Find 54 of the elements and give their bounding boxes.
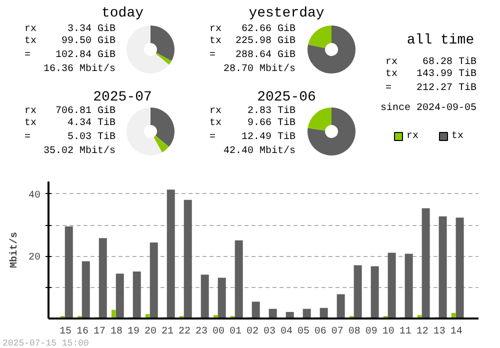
text: 42.40 Mbit/s — [223, 145, 296, 157]
chart-title: today — [101, 6, 144, 22]
text: tx 225.98 GiB — [210, 36, 296, 47]
text: tx 9.66 TiB — [210, 118, 296, 129]
chart-title: yesterday — [248, 6, 324, 22]
text: 16.36 Mbit/s — [43, 63, 116, 75]
text: 28.70 Mbit/s — [223, 63, 296, 75]
x-tick-label: 08 — [348, 326, 360, 338]
text: tx 99.50 GiB — [24, 36, 116, 47]
x-tick-label: 17 — [93, 326, 106, 338]
x-tick-label: 11 — [399, 326, 412, 338]
x-tick-label: 01 — [229, 326, 242, 338]
x-tick-label: 16 — [76, 326, 89, 338]
text: tx 143.99 TiB — [386, 69, 477, 80]
text: all time — [406, 32, 474, 48]
x-tick-label: 10 — [382, 326, 394, 338]
x-tick-label: 20 — [144, 326, 156, 338]
text: = 5.03 TiB — [24, 132, 116, 143]
x-tick-label: 19 — [127, 326, 140, 338]
x-tick-label: 21 — [161, 326, 174, 338]
text: rx 3.34 GiB — [24, 24, 116, 35]
text: tx 4.34 TiB — [24, 118, 116, 129]
text: rx 62.66 GiB — [210, 24, 296, 35]
text: = 102.84 GiB — [24, 50, 116, 61]
x-tick-label: 06 — [314, 326, 326, 338]
x-tick-label: 15 — [59, 326, 72, 338]
x-tick-label: 07 — [331, 326, 344, 338]
x-tick-label: 03 — [263, 326, 276, 338]
x-tick-label: 22 — [178, 326, 190, 338]
chart-title: 2025-07 — [93, 90, 152, 106]
x-tick-label: 02 — [246, 326, 258, 338]
text: since 2024-09-05 — [380, 102, 476, 114]
x-tick-label: 09 — [365, 326, 378, 338]
x-tick-label: 00 — [212, 326, 224, 338]
x-tick-label: 04 — [280, 326, 292, 338]
chart-title: 2025-06 — [257, 90, 316, 106]
legend-label: tx — [452, 131, 464, 142]
text: = 212.27 TiB — [386, 83, 477, 94]
x-tick-label: 13 — [433, 326, 446, 338]
y-tick-label: 40 — [28, 190, 41, 202]
legend-label: rx — [406, 131, 419, 142]
x-tick-label: 18 — [110, 326, 122, 338]
y-axis-title: Mbit/s — [8, 232, 20, 268]
text: 2025-07-15 15:00 — [2, 338, 89, 348]
text: = 12.49 TiB — [210, 132, 296, 143]
text: rx 706.81 GiB — [24, 106, 116, 117]
x-tick-label: 14 — [450, 326, 462, 338]
text: = 288.64 GiB — [210, 50, 296, 61]
text: rx 2.83 TiB — [210, 106, 296, 117]
text: 35.02 Mbit/s — [43, 145, 116, 157]
x-tick-label: 23 — [195, 326, 208, 338]
x-tick-label: 12 — [416, 326, 428, 338]
x-tick-label: 05 — [297, 326, 310, 338]
text: rx 68.28 TiB — [386, 57, 477, 68]
